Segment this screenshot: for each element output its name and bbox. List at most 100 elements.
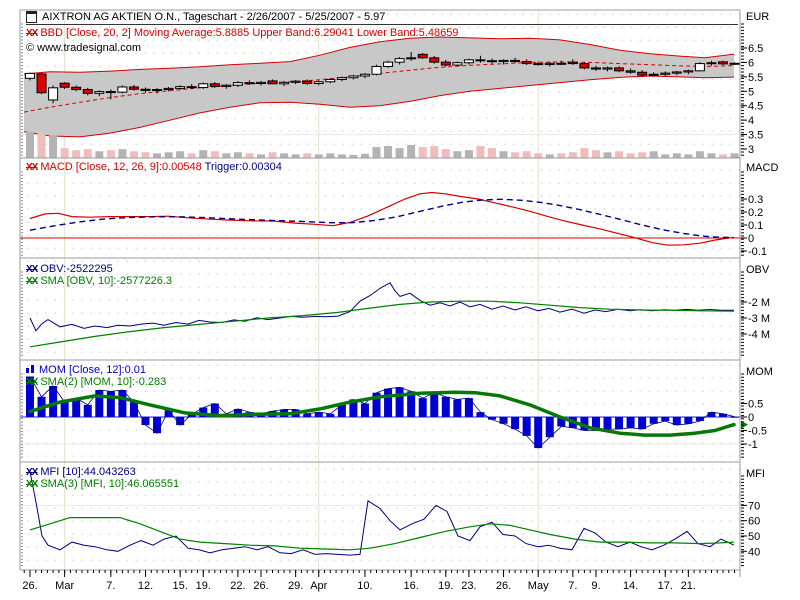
- mom-bar: [695, 417, 704, 422]
- mom-bar: [233, 408, 242, 417]
- indicator-toggle-icon[interactable]: XX: [26, 162, 38, 173]
- mom-bar: [326, 413, 335, 417]
- candle-body: [417, 53, 428, 59]
- chart-title-row: AIXTRON AG AKTIEN O.N., Tageschart - 2/2…: [26, 11, 386, 24]
- volume-bar: [372, 147, 381, 158]
- candle-body: [718, 61, 728, 65]
- candle-body: [105, 91, 116, 94]
- price-axis-name: EUR: [746, 11, 770, 23]
- indicator-toggle-icon[interactable]: XX: [26, 467, 38, 478]
- mom-axis-name: MOM: [746, 366, 773, 378]
- candle-body: [336, 77, 347, 80]
- volume-bar: [129, 151, 138, 158]
- volume-bar: [303, 153, 312, 158]
- volume-bar: [337, 154, 346, 158]
- candle-body: [637, 71, 648, 76]
- y-axis-tick-label: -4 M: [748, 329, 770, 341]
- x-axis-label: 15.: [173, 580, 188, 592]
- volume-bar: [719, 154, 727, 158]
- y-axis-tick-label: -3 M: [748, 313, 770, 325]
- macd-trigger-line: [29, 198, 735, 239]
- bollinger-lower-line: [23, 75, 735, 138]
- x-axis-label: 26.: [496, 580, 511, 592]
- mom-bar: [49, 385, 58, 417]
- volume-bar: [580, 148, 589, 158]
- mom-bar: [453, 399, 462, 417]
- volume-bar: [672, 153, 681, 158]
- mom-bar: [522, 417, 531, 436]
- volume-bar: [557, 153, 566, 158]
- obv-label: OBV:-2522295: [40, 263, 113, 275]
- volume-bar: [499, 151, 508, 158]
- candle-body: [648, 73, 659, 76]
- x-axis-label: 16.: [404, 580, 419, 592]
- candle-body: [232, 82, 243, 86]
- mom-bar: [407, 391, 416, 417]
- candle-body: [209, 83, 220, 87]
- candle-body: [521, 61, 532, 65]
- volume-bar: [257, 154, 265, 158]
- indicator-toggle-icon[interactable]: XX: [26, 276, 38, 287]
- candle-body: [313, 81, 324, 84]
- x-axis-label: 17.: [658, 580, 673, 592]
- x-axis-label: 26.: [253, 580, 268, 592]
- volume-bar: [199, 150, 208, 158]
- volume-bar: [164, 152, 173, 158]
- indicator-toggle-icon[interactable]: XX: [26, 264, 38, 275]
- indicator-toggle-icon[interactable]: XX: [26, 479, 38, 490]
- x-axis-label: 9.: [591, 580, 600, 592]
- candle-body: [602, 67, 613, 70]
- y-axis-tick-label: -1: [748, 439, 758, 451]
- volume-bar: [395, 148, 404, 158]
- macd-label: MACD [Close, 12, 26, 9]:0.00548: [40, 161, 202, 173]
- volume-bar: [695, 151, 704, 158]
- volume-bar: [511, 152, 520, 158]
- mfi-sma-line: [29, 517, 735, 551]
- x-axis-label: 21.: [681, 580, 696, 592]
- window-icon[interactable]: [26, 11, 37, 24]
- histogram-icon[interactable]: [26, 364, 36, 373]
- mom-bar: [545, 417, 554, 438]
- candle-body: [59, 82, 70, 88]
- volume-bar: [141, 152, 150, 158]
- volume-bar: [730, 153, 739, 158]
- candle-body: [706, 62, 717, 65]
- copyright-label: © www.tradesignal.com: [26, 42, 142, 54]
- volume-bar: [291, 154, 300, 158]
- title-underline: [26, 24, 738, 25]
- chart-title: AIXTRON AG AKTIEN O.N., Tageschart - 2/2…: [42, 11, 386, 23]
- mom-bar: [153, 417, 162, 434]
- mfi-label: MFI [10]:44.043263: [40, 466, 136, 478]
- y-axis-tick-label: 0.5: [748, 399, 763, 411]
- mom-bar: [672, 417, 681, 426]
- bollinger-label-row: XX BBD [Close, 20, 2] Moving Average:5.88…: [26, 27, 458, 40]
- x-axis-label: 26.: [22, 580, 37, 592]
- mom-bar: [141, 417, 150, 426]
- indicator-toggle-icon[interactable]: XX: [26, 377, 38, 388]
- candle-body: [671, 71, 682, 74]
- y-axis-tick-label: -0.5: [748, 426, 767, 438]
- macd-label-row: XX MACD [Close, 12, 26, 9]:0.00548 Trigge…: [26, 161, 282, 174]
- volume-bar: [83, 149, 92, 158]
- obv-line: [29, 282, 734, 332]
- x-axis-label: 22.: [230, 580, 245, 592]
- y-axis-tick-label: 3: [748, 144, 754, 156]
- mom-sma-line: [28, 390, 736, 437]
- candle-body: [302, 80, 313, 84]
- volume-bar: [534, 153, 543, 158]
- mom-bar: [314, 412, 323, 417]
- mfi-label-row: XX MFI [10]:44.043263: [26, 466, 136, 479]
- indicator-toggle-icon[interactable]: XX: [26, 28, 38, 39]
- mfi-line: [29, 471, 735, 556]
- mom-bar: [557, 417, 566, 427]
- mom-bar: [430, 392, 439, 417]
- obv-label-row: XX OBV:-2522295: [26, 263, 113, 276]
- y-axis-tick-label: -0.1: [748, 246, 767, 258]
- volume-bar: [638, 152, 647, 158]
- y-axis-tick-label: 5: [748, 86, 754, 98]
- mfi-sma-label: SMA(3) [MFI, 10]:46.065551: [40, 478, 180, 490]
- mom-bar: [372, 392, 381, 417]
- obv-sma-line: [29, 300, 735, 348]
